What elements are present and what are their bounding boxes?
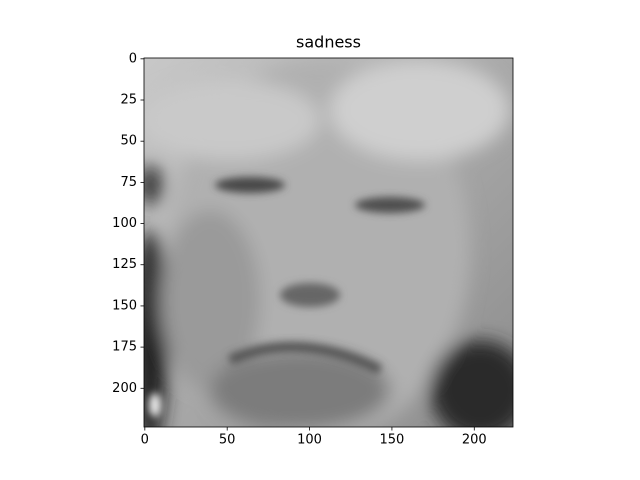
y-tick-label: 200 — [112, 381, 137, 396]
x-tick-label: 200 — [462, 433, 487, 448]
y-tick-label: 75 — [120, 175, 137, 190]
y-tick-label: 0 — [129, 51, 137, 66]
image — [144, 58, 513, 427]
y-tick-label: 25 — [120, 93, 137, 108]
x-tick-label: 150 — [380, 433, 405, 448]
y-tick-label: 150 — [112, 298, 137, 313]
chart-title: sadness — [296, 33, 361, 52]
y-tick-label: 100 — [112, 216, 137, 231]
x-tick-label: 50 — [219, 433, 236, 448]
axes-frame — [143, 57, 514, 428]
y-tick-label: 175 — [112, 340, 137, 355]
x-tick-label: 0 — [141, 433, 149, 448]
y-tick-label: 125 — [112, 257, 137, 272]
y-tick-label: 50 — [120, 134, 137, 149]
x-tick-label: 100 — [297, 433, 322, 448]
